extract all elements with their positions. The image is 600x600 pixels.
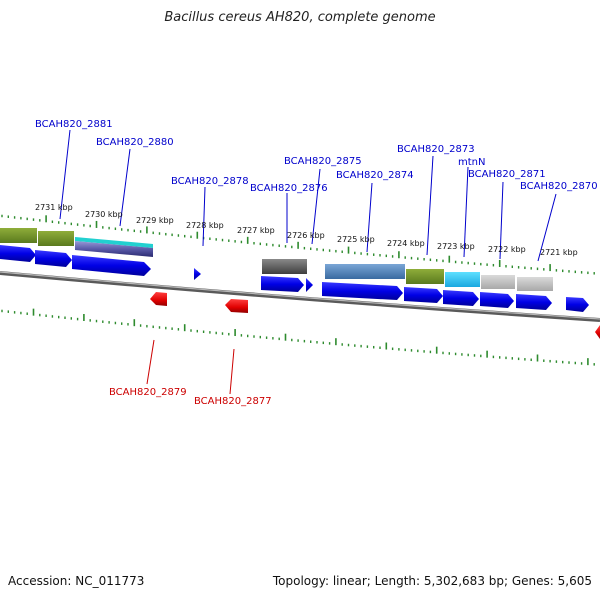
gene-label-forward[interactable]: BCAH820_2880 xyxy=(96,137,174,148)
gene-label-forward[interactable]: BCAH820_2875 xyxy=(284,156,362,167)
genome-backbone xyxy=(0,271,600,322)
forward-gene-arrow[interactable] xyxy=(194,268,201,280)
gene-label-forward[interactable]: BCAH820_2876 xyxy=(250,183,328,194)
forward-gene-arrow[interactable] xyxy=(0,245,36,262)
feature-box-green-3[interactable] xyxy=(406,269,444,284)
scale-label: 2726 kbp xyxy=(287,231,325,240)
gene-label-reverse[interactable]: BCAH820_2879 xyxy=(109,387,187,398)
accession-text: Accession: NC_011773 xyxy=(8,574,145,588)
feature-box-green-2[interactable] xyxy=(38,231,74,246)
gene-label-forward[interactable]: BCAH820_2873 xyxy=(397,144,475,155)
scale-label: 2722 kbp xyxy=(488,245,526,254)
topology-text: Topology: linear; Length: 5,302,683 bp; … xyxy=(273,574,592,588)
feature-box-purple[interactable] xyxy=(75,241,153,257)
scale-label: 2728 kbp xyxy=(186,221,224,230)
feature-box-cyan-stripe[interactable] xyxy=(75,237,153,248)
feature-box-darkgray[interactable] xyxy=(262,259,307,274)
forward-gene-arrow[interactable] xyxy=(35,250,72,267)
gene-label-forward[interactable]: BCAH820_2878 xyxy=(171,176,249,187)
feature-box-lightgray-1[interactable] xyxy=(481,275,515,289)
forward-scale-ticks xyxy=(1,214,595,275)
gene-label-forward[interactable]: BCAH820_2870 xyxy=(520,181,598,192)
forward-gene-arrow[interactable] xyxy=(261,276,304,292)
gene-label-forward[interactable]: BCAH820_2874 xyxy=(336,170,414,181)
genome-backbone-highlight xyxy=(0,271,600,320)
label-leader-lines xyxy=(59,129,557,395)
feature-box-cyan[interactable] xyxy=(445,272,480,287)
scale-label: 2725 kbp xyxy=(337,235,375,244)
forward-gene-arrow[interactable] xyxy=(443,290,479,306)
feature-box-green-1[interactable] xyxy=(0,228,37,243)
forward-gene-arrow[interactable] xyxy=(516,294,552,310)
gene-label-forward[interactable]: mtnN xyxy=(458,157,485,168)
scale-label: 2730 kbp xyxy=(85,210,123,219)
gene-label-forward[interactable]: BCAH820_2881 xyxy=(35,119,113,130)
reverse-scale-ticks xyxy=(1,308,595,366)
reverse-gene-arrow[interactable] xyxy=(595,325,600,339)
scale-label: 2721 kbp xyxy=(540,248,578,257)
topology-value: Topology: linear; Length: 5,302,683 bp; … xyxy=(272,574,592,588)
scale-label: 2723 kbp xyxy=(437,242,475,251)
forward-gene-arrow[interactable] xyxy=(480,292,514,308)
forward-gene-arrow[interactable] xyxy=(72,255,151,276)
scale-label: 2729 kbp xyxy=(136,216,174,225)
scale-label: 2727 kbp xyxy=(237,226,275,235)
forward-gene-arrow[interactable] xyxy=(322,282,403,300)
scale-label: 2731 kbp xyxy=(35,203,73,212)
map-title: Bacillus cereus AH820, complete genome xyxy=(164,10,436,25)
reverse-gene-arrow[interactable] xyxy=(225,299,248,313)
reverse-gene-arrow[interactable] xyxy=(150,292,167,306)
feature-box-lightgray-2[interactable] xyxy=(517,277,553,291)
forward-gene-arrow[interactable] xyxy=(404,287,443,303)
gene-label-forward[interactable]: BCAH820_2871 xyxy=(468,169,546,180)
scale-label: 2724 kbp xyxy=(387,239,425,248)
forward-gene-arrow[interactable] xyxy=(566,297,589,312)
feature-box-steelblue[interactable] xyxy=(325,264,405,279)
gene-label-reverse[interactable]: BCAH820_2877 xyxy=(194,396,272,407)
forward-gene-arrow[interactable] xyxy=(306,278,313,292)
